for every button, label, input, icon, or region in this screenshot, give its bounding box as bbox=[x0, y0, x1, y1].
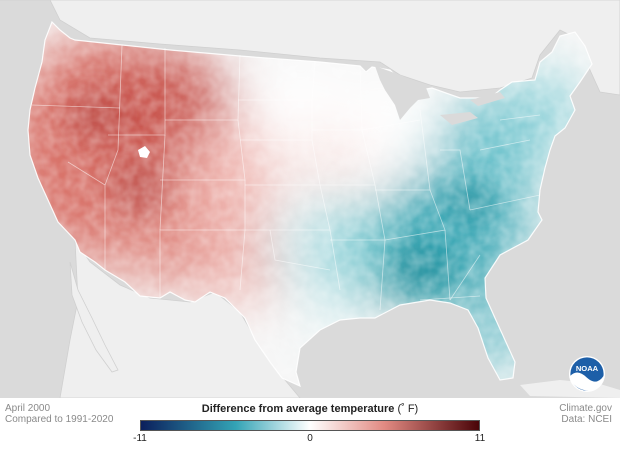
credit-climate-gov: Climate.gov bbox=[559, 403, 612, 414]
legend-color-bar bbox=[140, 420, 480, 431]
legend-mid-label: 0 bbox=[307, 433, 313, 444]
map-canvas bbox=[0, 0, 620, 398]
great-salt-lake bbox=[138, 146, 150, 158]
legend-title: Difference from average temperature (˚ F… bbox=[140, 403, 480, 415]
legend-min-label: -11 bbox=[133, 433, 147, 444]
map-metadata: April 2000 Compared to 1991-2020 bbox=[5, 403, 113, 425]
baja-peninsula bbox=[69, 261, 119, 373]
noaa-logo-icon: NOAA bbox=[568, 355, 606, 393]
canada-landmass bbox=[0, 0, 620, 96]
map-baseline: Compared to 1991-2020 bbox=[5, 414, 114, 425]
temperature-anomaly-map: NOAA bbox=[0, 0, 620, 398]
source-credits: Climate.gov Data: NCEI bbox=[559, 403, 612, 425]
legend-max-label: 11 bbox=[474, 433, 486, 444]
credit-data-source: Data: NCEI bbox=[561, 414, 612, 425]
legend-title-text: Difference from average temperature bbox=[201, 403, 395, 415]
footer: April 2000 Compared to 1991-2020 Differe… bbox=[0, 398, 620, 450]
noaa-logo-text: NOAA bbox=[576, 364, 599, 373]
great-lakes bbox=[375, 66, 505, 125]
legend-unit: (˚ F) bbox=[397, 403, 419, 415]
state-boundaries bbox=[31, 44, 541, 311]
map-date: April 2000 bbox=[5, 403, 51, 414]
